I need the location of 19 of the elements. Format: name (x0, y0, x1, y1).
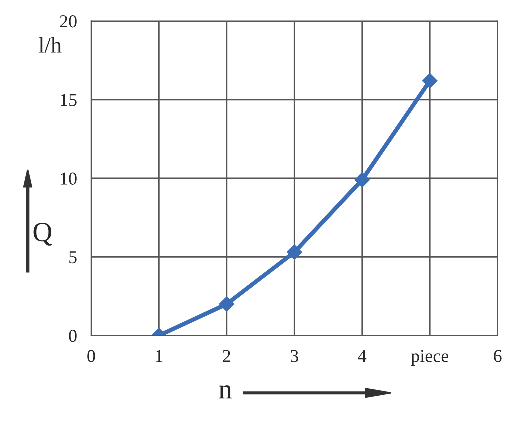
y-axis-title: Q (34, 223, 52, 246)
x-tick-label: 4 (358, 350, 367, 362)
x-tick-label: 1 (156, 350, 163, 362)
x-tick-label: 0 (88, 350, 96, 362)
point (422, 73, 438, 89)
x-axis-title: n (219, 386, 232, 399)
y-tick-label: 20 (60, 16, 77, 28)
point (219, 296, 234, 312)
y-tick-label: 0 (69, 330, 77, 342)
point (287, 244, 302, 260)
y-tick-label: 15 (61, 94, 77, 106)
x-tick-label: piece (411, 350, 449, 366)
x-tick-label: 2 (223, 350, 230, 362)
point (354, 172, 370, 188)
y-tick-label: 5 (70, 252, 77, 264)
y-tick-label: 10 (61, 172, 77, 185)
x-tick-label: 3 (290, 350, 298, 362)
text: l/h (39, 37, 62, 53)
x-tick-label: 6 (494, 350, 502, 362)
